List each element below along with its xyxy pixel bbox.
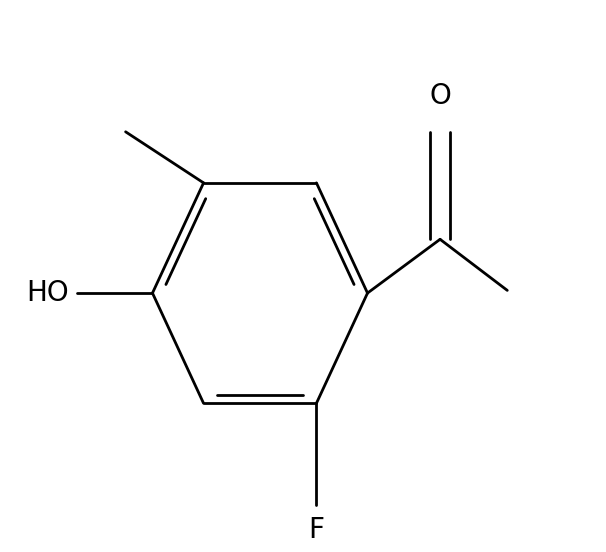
- Text: HO: HO: [27, 279, 69, 307]
- Text: O: O: [429, 82, 451, 110]
- Text: F: F: [308, 516, 324, 544]
